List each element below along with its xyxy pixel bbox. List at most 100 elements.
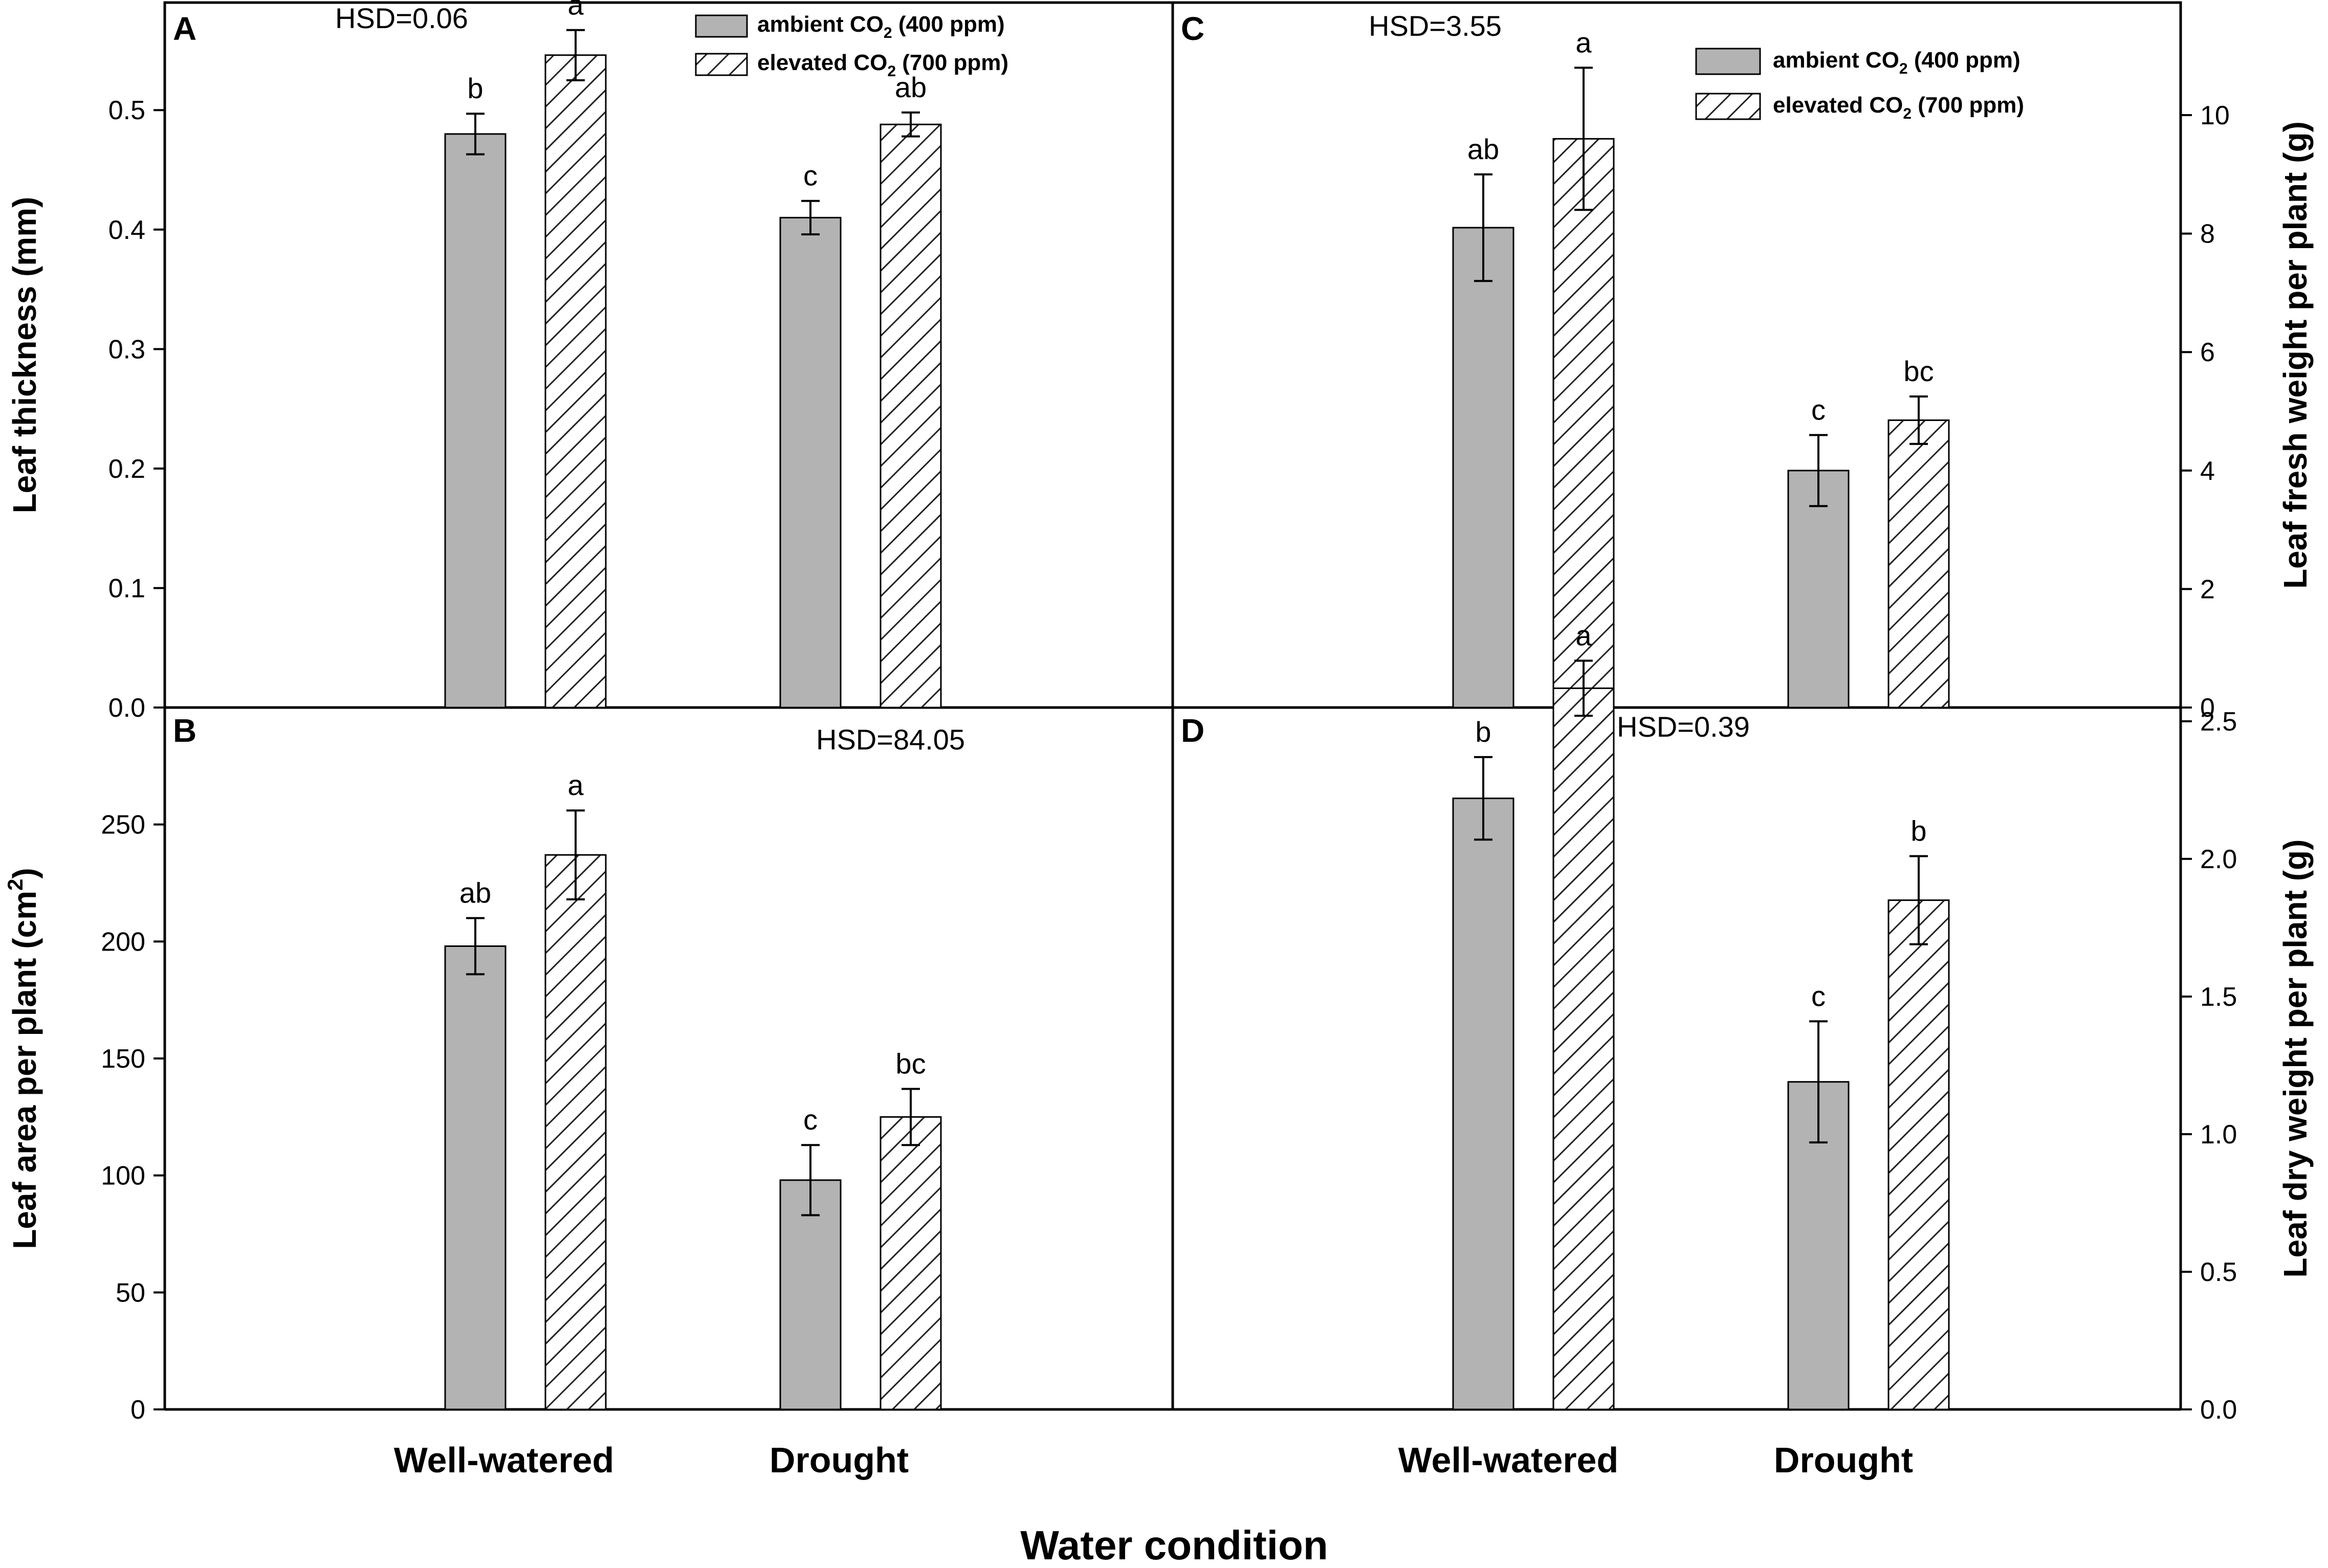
significance-letter-a: c xyxy=(803,160,818,192)
y-tick-label-d: 2.5 xyxy=(2200,707,2237,737)
significance-letter-a: ab xyxy=(895,71,927,103)
x-category-label-left-well-watered: Well-watered xyxy=(394,1440,614,1480)
legend-a-elevated-label: elevated CO2 (700 ppm) xyxy=(757,50,1008,80)
x-category-label-left-drought: Drought xyxy=(770,1440,909,1480)
significance-letter-a: a xyxy=(567,0,584,21)
bar-c-ambient-drought xyxy=(1787,470,1850,709)
significance-letter-d: b xyxy=(1910,815,1926,847)
bar-a-ambient-drought xyxy=(779,216,842,709)
significance-letter-d: c xyxy=(1811,980,1826,1012)
legend-a-ambient-sub: 2 xyxy=(884,25,892,41)
bar-d-elevated-drought xyxy=(1887,899,1950,1410)
bar-a-ambient-well-watered xyxy=(444,133,507,709)
legend-c-elevated-label: elevated CO2 (700 ppm) xyxy=(1773,93,2024,122)
y-tick-label-b: 250 xyxy=(101,810,145,840)
significance-letter-b: ab xyxy=(459,877,491,909)
y-tick-label-c: 10 xyxy=(2200,101,2230,130)
y-tick-label-a: 0.1 xyxy=(108,573,145,603)
y-axis-title-b-main: Leaf area per plant (cm xyxy=(6,891,43,1249)
y-tick-label-d: 0.5 xyxy=(2200,1257,2237,1287)
hsd-label-a: HSD=0.06 xyxy=(335,2,468,34)
legend-c: ambient CO2 (400 ppm) elevated CO2 (700 … xyxy=(1695,48,2024,122)
y-axis-title-b-end: ) xyxy=(6,868,43,878)
significance-letter-c: a xyxy=(1575,26,1592,58)
hsd-label-d: HSD=0.39 xyxy=(1617,711,1750,743)
legend-a-ambient-suffix: (400 ppm) xyxy=(892,12,1005,37)
x-axis-title: Water condition xyxy=(1020,1522,1328,1568)
bar-a-elevated-drought xyxy=(880,123,942,709)
y-tick-label-a: 0.3 xyxy=(108,335,145,364)
legend-c-elevated-sub: 2 xyxy=(1903,105,1912,122)
significance-letter-b: c xyxy=(803,1103,818,1136)
y-axis-title-d: Leaf dry weight per plant (g) xyxy=(2277,840,2314,1278)
legend-c-elevated-prefix: elevated CO xyxy=(1773,93,1903,118)
legend-c-elevated-suffix: (700 ppm) xyxy=(1912,93,2024,118)
legend-a-ambient-label: ambient CO2 (400 ppm) xyxy=(757,12,1005,41)
legend-a-ambient-prefix: ambient CO xyxy=(757,12,884,37)
legend-c-ambient-sub: 2 xyxy=(1899,60,1908,77)
x-category-label-right-drought: Drought xyxy=(1774,1440,1913,1480)
y-tick-label-a: 0.0 xyxy=(108,693,145,723)
y-axis-title-b-sup: 2 xyxy=(3,879,27,891)
bar-b-ambient-well-watered xyxy=(444,945,507,1410)
y-axis-title-a: Leaf thickness (mm) xyxy=(6,197,43,514)
chart-marks: 0.00.10.20.30.40.5bacab050100150200250ab… xyxy=(101,0,2237,1425)
y-tick-label-b: 0 xyxy=(130,1395,145,1425)
significance-letter-c: ab xyxy=(1467,133,1499,165)
legend-a: ambient CO2 (400 ppm) elevated CO2 (700 … xyxy=(695,12,1008,80)
y-tick-label-c: 2 xyxy=(2200,575,2215,604)
legend-c-ambient-prefix: ambient CO xyxy=(1773,48,1899,73)
significance-letter-d: a xyxy=(1575,620,1592,652)
y-tick-label-d: 2.0 xyxy=(2200,845,2237,874)
panel-letter-c: C xyxy=(1181,10,1204,47)
y-tick-label-d: 0.0 xyxy=(2200,1395,2237,1425)
y-tick-label-d: 1.5 xyxy=(2200,982,2237,1012)
bar-d-ambient-well-watered xyxy=(1452,798,1514,1410)
bar-b-ambient-drought xyxy=(779,1179,842,1410)
legend-a-elevated-prefix: elevated CO xyxy=(757,50,887,75)
y-axis-title-c: Leaf fresh weight per plant (g) xyxy=(2277,121,2314,589)
y-tick-label-c: 0 xyxy=(2200,693,2215,723)
y-tick-label-b: 200 xyxy=(101,927,145,957)
legend-a-elevated-swatch xyxy=(695,53,748,76)
panel-a-frame xyxy=(163,1,1174,709)
legend-a-elevated-sub: 2 xyxy=(887,63,896,80)
legend-c-ambient-label: ambient CO2 (400 ppm) xyxy=(1773,48,2020,77)
legend-c-ambient-suffix: (400 ppm) xyxy=(1908,48,2020,73)
significance-letter-b: bc xyxy=(895,1047,926,1079)
panel-frames xyxy=(163,1,2182,1411)
bar-b-elevated-drought xyxy=(880,1116,942,1410)
bar-c-elevated-well-watered xyxy=(1552,138,1615,709)
y-tick-label-b: 100 xyxy=(101,1161,145,1191)
hsd-label-b: HSD=84.05 xyxy=(816,723,965,756)
y-tick-label-b: 150 xyxy=(101,1044,145,1074)
bar-d-elevated-well-watered xyxy=(1552,687,1615,1410)
significance-letter-b: a xyxy=(567,769,584,801)
significance-letter-c: c xyxy=(1811,393,1826,426)
hsd-label-c: HSD=3.55 xyxy=(1369,10,1502,42)
bar-c-ambient-well-watered xyxy=(1452,227,1514,709)
significance-letter-c: bc xyxy=(1903,355,1934,387)
legend-a-elevated-suffix: (700 ppm) xyxy=(896,50,1008,75)
legend-c-ambient-swatch xyxy=(1695,48,1761,75)
legend-c-elevated-swatch xyxy=(1695,93,1761,120)
y-tick-label-c: 8 xyxy=(2200,219,2215,249)
significance-letter-a: b xyxy=(467,72,483,104)
panel-letter-d: D xyxy=(1181,712,1204,749)
bar-c-elevated-drought xyxy=(1887,419,1950,709)
y-tick-label-a: 0.4 xyxy=(108,215,145,245)
y-tick-label-c: 6 xyxy=(2200,338,2215,367)
y-tick-label-b: 50 xyxy=(116,1278,145,1308)
panel-letter-b: B xyxy=(173,712,196,749)
legend-a-ambient-swatch xyxy=(695,14,748,38)
panel-c-frame xyxy=(1171,1,2182,709)
bar-b-elevated-well-watered xyxy=(544,854,607,1410)
panel-letter-a: A xyxy=(173,10,196,47)
y-tick-label-a: 0.5 xyxy=(108,96,145,125)
y-tick-label-c: 4 xyxy=(2200,456,2215,486)
y-axis-title-b: Leaf area per plant (cm2) xyxy=(3,868,43,1249)
bar-a-elevated-well-watered xyxy=(544,54,607,709)
y-tick-label-a: 0.2 xyxy=(108,454,145,484)
significance-letter-d: b xyxy=(1475,716,1491,748)
